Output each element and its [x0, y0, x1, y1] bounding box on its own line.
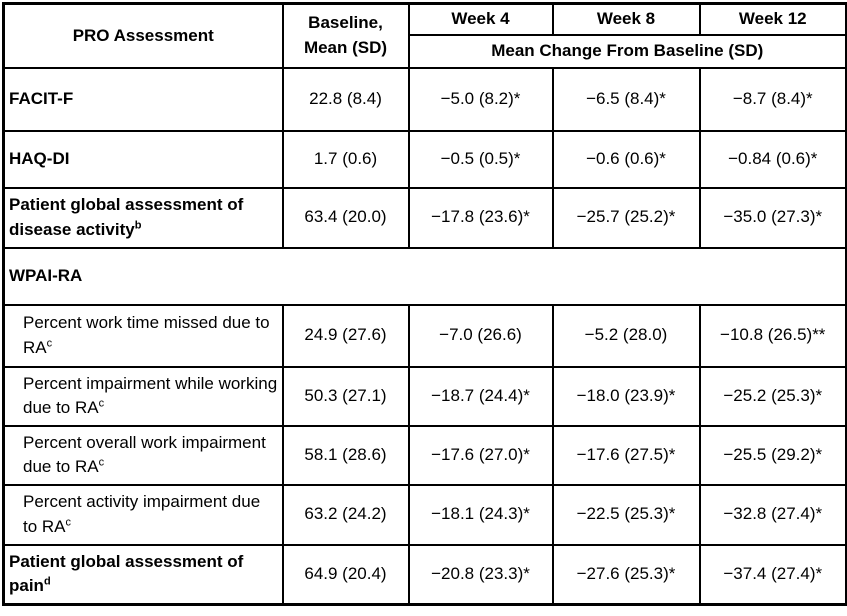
- table-row-activity-impairment: Percent activity impairment due to RAc 6…: [2, 483, 847, 546]
- row-label-text: Percent work time missed due to RA: [23, 313, 270, 357]
- week8-value: −6.5 (8.4)*: [551, 66, 701, 132]
- week8-value: −27.6 (25.3)*: [551, 543, 701, 606]
- row-label-text: HAQ-DI: [9, 148, 70, 168]
- header-row-mean-change: Mean Change From Baseline (SD): [4, 33, 847, 69]
- week12-value: −37.4 (27.4)*: [698, 543, 847, 606]
- baseline-value: 22.8 (8.4): [281, 66, 410, 132]
- week4-value: −20.8 (23.3)*: [407, 543, 554, 606]
- week4-value: −18.1 (24.3)*: [407, 483, 554, 546]
- week8-value: −0.6 (0.6)*: [551, 129, 701, 189]
- week4-value: −18.7 (24.4)*: [407, 365, 554, 427]
- baseline-value: 1.7 (0.6): [281, 129, 410, 189]
- week12-value: −0.84 (0.6)*: [698, 129, 847, 189]
- table-row-work-time-missed: Percent work time missed due to RAc 24.9…: [2, 303, 847, 368]
- week12-value: −10.8 (26.5)**: [698, 303, 847, 368]
- header-mean-change: Mean Change From Baseline (SD): [407, 33, 847, 69]
- week12-value: −25.2 (25.3)*: [698, 365, 847, 427]
- baseline-value: 64.9 (20.4): [281, 543, 410, 606]
- week4-value: −17.8 (23.6)*: [407, 186, 554, 249]
- week8-value: −25.7 (25.2)*: [551, 186, 701, 249]
- row-label: FACIT-F: [2, 66, 284, 132]
- footnote-marker: c: [65, 515, 72, 528]
- week4-value: −17.6 (27.0)*: [407, 424, 554, 486]
- header-week4: Week 4: [407, 2, 554, 36]
- row-label-text: Patient global assessment of pain: [9, 551, 244, 596]
- table-section-row-wpai-ra: WPAI-RA: [2, 246, 847, 306]
- row-label: HAQ-DI: [2, 129, 284, 189]
- baseline-value: 24.9 (27.6): [281, 303, 410, 368]
- week8-value: −5.2 (28.0): [551, 303, 701, 368]
- footnote-marker: c: [98, 456, 105, 469]
- row-label-text: Patient global assessment of disease act…: [9, 195, 244, 239]
- row-label: Patient global assessment of disease act…: [2, 186, 284, 249]
- table-row-ptga-pain: Patient global assessment of paind 64.9 …: [2, 543, 847, 606]
- row-label-text: FACIT-F: [9, 88, 74, 108]
- week8-value: −17.6 (27.5)*: [551, 424, 701, 486]
- week12-value: −32.8 (27.4)*: [698, 483, 847, 546]
- footnote-marker: d: [43, 575, 51, 588]
- header-baseline: Baseline, Mean (SD): [281, 2, 410, 69]
- header-week12: Week 12: [698, 2, 847, 36]
- week4-value: −7.0 (26.6): [407, 303, 554, 368]
- week8-value: −18.0 (23.9)*: [551, 365, 701, 427]
- week12-value: −35.0 (27.3)*: [698, 186, 847, 249]
- header-row-weeks: PRO Assessment Baseline, Mean (SD) Week …: [2, 2, 847, 69]
- footnote-marker: c: [98, 397, 105, 410]
- baseline-value: 63.4 (20.0): [281, 186, 410, 249]
- table-row-overall-work-impairment: Percent overall work impairment due to R…: [2, 424, 847, 486]
- week4-value: −5.0 (8.2)*: [407, 66, 554, 132]
- header-baseline-line1: Baseline,: [308, 13, 383, 33]
- table-row-haq-di: HAQ-DI 1.7 (0.6) −0.5 (0.5)* −0.6 (0.6)*…: [2, 129, 847, 189]
- header-pro-assessment: PRO Assessment: [2, 2, 284, 69]
- baseline-value: 58.1 (28.6): [281, 424, 410, 486]
- week4-value: −0.5 (0.5)*: [407, 129, 554, 189]
- baseline-value: 63.2 (24.2): [281, 483, 410, 546]
- table-row-impairment-while-working: Percent impairment while working due to …: [2, 365, 847, 427]
- week12-value: −8.7 (8.4)*: [698, 66, 847, 132]
- pro-assessment-table: PRO Assessment Baseline, Mean (SD) Week …: [2, 2, 847, 607]
- header-baseline-line2: Mean (SD): [303, 37, 388, 57]
- row-label-text: Percent activity impairment due to RA: [23, 492, 261, 536]
- table-row-facit-f: FACIT-F 22.8 (8.4) −5.0 (8.2)* −6.5 (8.4…: [2, 66, 847, 132]
- row-label-text: Percent overall work impairment due to R…: [23, 432, 266, 477]
- header-week8: Week 8: [551, 2, 701, 36]
- section-label: WPAI-RA: [2, 246, 847, 306]
- footnote-marker: b: [134, 218, 142, 231]
- row-label: Percent impairment while working due to …: [2, 365, 284, 427]
- week8-value: −22.5 (25.3)*: [551, 483, 701, 546]
- row-label: Percent work time missed due to RAc: [2, 303, 284, 368]
- week12-value: −25.5 (29.2)*: [698, 424, 847, 486]
- row-label: Percent activity impairment due to RAc: [2, 483, 284, 546]
- row-label: Patient global assessment of paind: [2, 543, 284, 606]
- footnote-marker: c: [46, 336, 53, 349]
- table-row-ptga-disease-activity: Patient global assessment of disease act…: [2, 186, 847, 249]
- baseline-value: 50.3 (27.1): [281, 365, 410, 427]
- row-label: Percent overall work impairment due to R…: [2, 424, 284, 486]
- row-label-text: Percent impairment while working due to …: [23, 373, 278, 418]
